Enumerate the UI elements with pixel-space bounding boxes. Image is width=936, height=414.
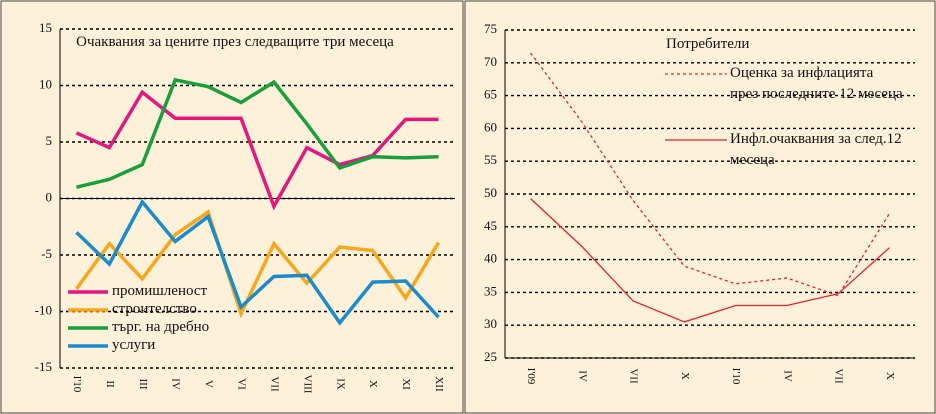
legend-label: Инфл.очаквания за след.12 месеца [730,131,902,168]
y-tick-label: 5 [46,133,53,148]
x-tick-label: I'09 [525,368,537,385]
x-tick-label: I'10 [71,376,83,393]
x-tick-label: XII [433,376,445,392]
series-line [76,77,439,189]
y-tick-label: 45 [484,218,497,233]
x-tick-label: VII [628,368,640,384]
y-tick-label: 0 [46,189,53,204]
x-tick-label: IV [576,370,588,382]
legend-label: Оценка за инфлацията през последните 12 … [730,65,903,102]
y-tick-label: -15 [35,359,52,374]
panel-border [0,0,464,414]
y-tick-label: -10 [35,302,52,317]
y-tick-label: 35 [484,283,497,298]
legend-label: търг. на дребно [112,319,210,335]
x-tick-label: II [104,380,116,388]
y-tick-label: 55 [484,152,497,167]
series-line [75,89,439,211]
x-tick-label: IV [781,370,793,382]
x-tick-label: V [203,380,215,388]
x-tick-label: I'10 [730,368,742,385]
series-line [530,198,890,323]
x-tick-label: X [367,380,379,388]
y-tick-label: 40 [484,251,497,266]
series-line [75,209,441,319]
x-tick-label: III [137,379,149,390]
y-tick-label: -5 [41,246,52,261]
legend-label: промишленост [112,283,208,299]
y-tick-label: 10 [39,76,52,91]
y-tick-label: 65 [484,87,497,102]
x-tick-label: VII [268,376,280,392]
y-tick-label: 15 [39,20,52,35]
y-tick-label: 75 [484,21,497,36]
y-tick-label: 70 [484,54,497,69]
y-tick-label: 60 [484,119,497,134]
legend-label: услуги [112,337,156,353]
x-tick-label: VII [833,368,845,384]
x-tick-label: VIII [301,375,313,394]
series-line [530,52,890,297]
x-tick-label: X [884,372,896,380]
y-tick-label: 30 [484,316,497,331]
x-tick-label: IX [334,378,346,390]
chart-title: Очаквания за цените през следващите три … [76,34,394,50]
legend-label: строителство [112,301,197,317]
x-tick-label: X [679,372,691,380]
x-tick-label: XI [400,378,412,390]
series-line [75,198,440,326]
y-tick-label: 25 [484,349,497,364]
panel-border [464,0,936,414]
x-tick-label: IV [170,378,182,390]
y-tick-label: 50 [484,185,497,200]
x-tick-label: VI [236,378,248,390]
chart-title: Потребители [666,36,750,52]
